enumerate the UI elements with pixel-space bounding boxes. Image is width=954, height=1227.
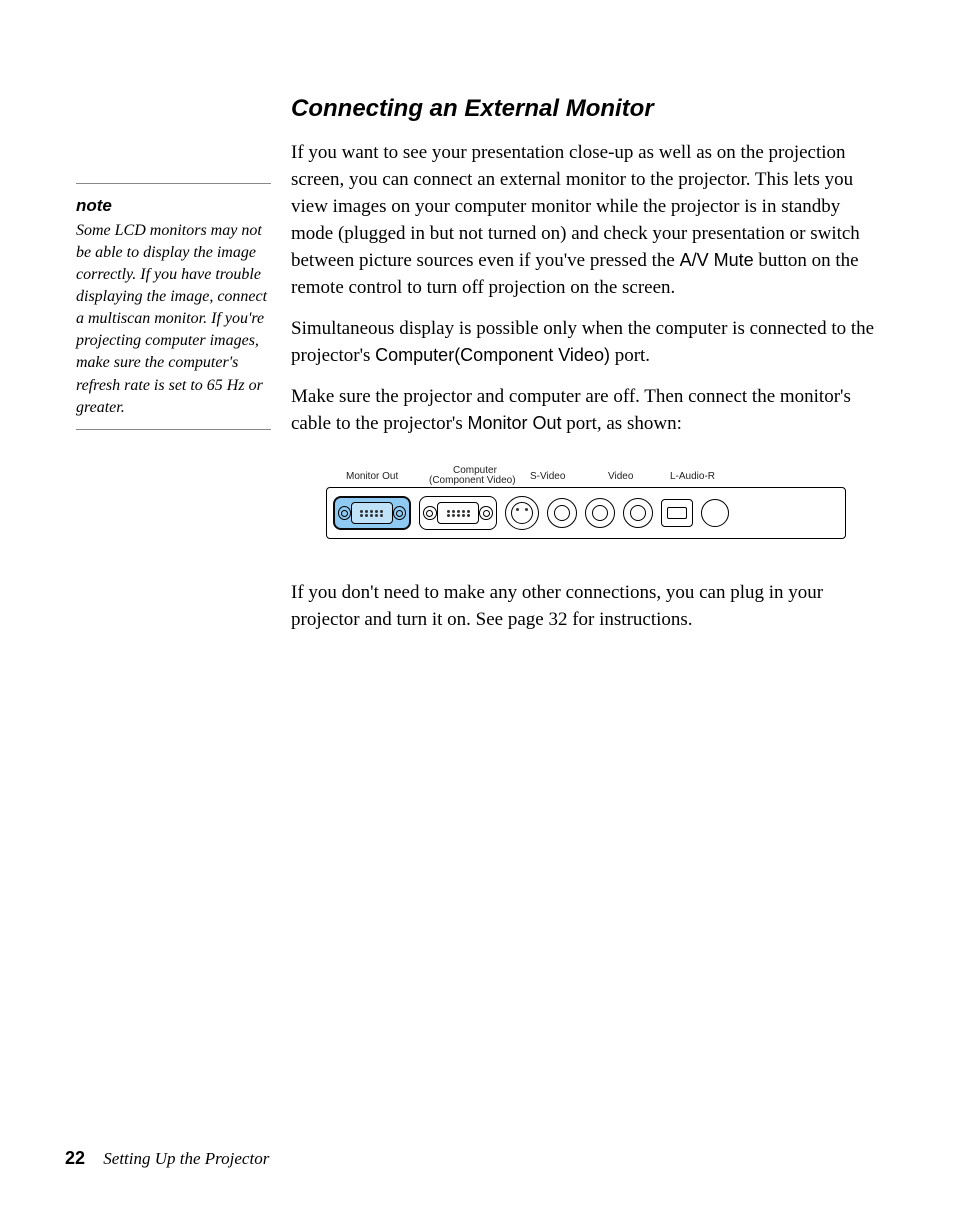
port-usb bbox=[661, 499, 693, 527]
page-footer: 22 Setting Up the Projector bbox=[65, 1148, 269, 1169]
section-heading: Connecting an External Monitor bbox=[291, 95, 654, 123]
sidebar-note: note Some LCD monitors may not be able t… bbox=[76, 183, 271, 430]
paragraph-4: If you don't need to make any other conn… bbox=[291, 580, 886, 634]
label-svideo: S-Video bbox=[530, 471, 565, 482]
computer-port-label: Computer(Component Video) bbox=[375, 345, 610, 365]
paragraph-1: If you want to see your presentation clo… bbox=[291, 140, 886, 302]
monitor-out-label: Monitor Out bbox=[467, 413, 561, 433]
p3-text-b: port, as shown: bbox=[562, 413, 682, 434]
port-svideo bbox=[505, 496, 539, 530]
port-computer bbox=[419, 496, 497, 530]
port-monitor-out bbox=[333, 496, 411, 530]
paragraph-4-wrap: If you don't need to make any other conn… bbox=[291, 580, 886, 634]
paragraph-3: Make sure the projector and computer are… bbox=[291, 384, 886, 438]
av-mute-label: A/V Mute bbox=[680, 250, 754, 270]
body-column: If you want to see your presentation clo… bbox=[291, 140, 886, 452]
page-number: 22 bbox=[65, 1148, 85, 1168]
sidebar-title: note bbox=[76, 196, 271, 216]
sidebar-body: Some LCD monitors may not be able to dis… bbox=[76, 220, 271, 419]
port-video bbox=[547, 498, 577, 528]
label-monitor-out: Monitor Out bbox=[346, 471, 398, 482]
p2-text-b: port. bbox=[610, 345, 650, 366]
sidebar-rule-top bbox=[76, 183, 271, 184]
label-video: Video bbox=[608, 471, 633, 482]
diagram-labels: Monitor Out Computer (Component Video) S… bbox=[326, 465, 846, 487]
footer-title: Setting Up the Projector bbox=[103, 1149, 269, 1168]
paragraph-2: Simultaneous display is possible only wh… bbox=[291, 316, 886, 370]
sidebar-rule-bottom bbox=[76, 429, 271, 430]
port-audio-r bbox=[623, 498, 653, 528]
label-computer-bottom: (Component Video) bbox=[429, 475, 516, 486]
ports-diagram: Monitor Out Computer (Component Video) S… bbox=[326, 465, 846, 539]
label-audio: L-Audio-R bbox=[670, 471, 715, 482]
port-audio-l bbox=[585, 498, 615, 528]
ports-panel bbox=[326, 487, 846, 539]
port-blank bbox=[701, 499, 729, 527]
